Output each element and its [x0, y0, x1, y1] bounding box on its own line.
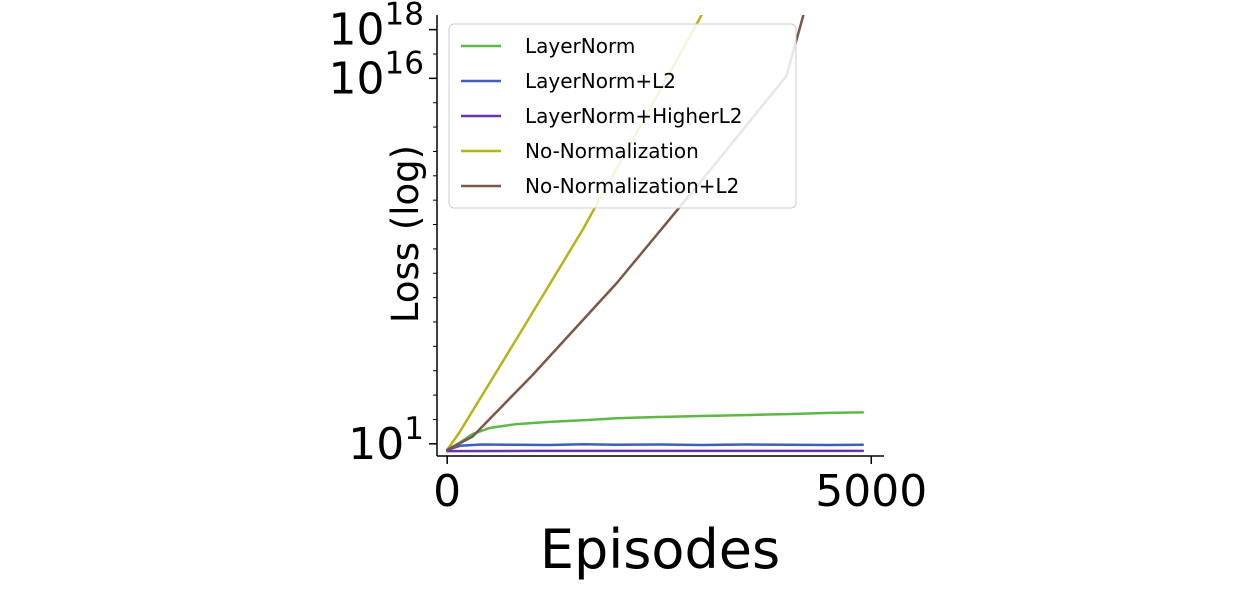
series-line-layernorm-l2	[445, 443, 865, 452]
x-ticks: 0 5000	[433, 456, 927, 517]
legend-label: LayerNorm+L2	[525, 69, 676, 93]
legend-box	[448, 23, 797, 209]
y-tick-label: 101	[348, 411, 424, 470]
legend-label: No-Normalization	[525, 139, 699, 163]
y-tick-label: 1018	[329, 0, 424, 56]
legend-label: No-Normalization+L2	[525, 174, 739, 198]
x-axis-title: Episodes	[540, 518, 780, 581]
y-tick-label: 1016	[329, 45, 424, 104]
x-tick-label: 0	[433, 466, 461, 517]
legend-label: LayerNorm	[525, 34, 635, 58]
y-axis-title: Loss (log)	[384, 145, 427, 323]
legend: LayerNorm LayerNorm+L2 LayerNorm+HigherL2 N…	[448, 23, 797, 209]
x-tick-label: 5000	[815, 466, 927, 517]
legend-label: LayerNorm+HigherL2	[525, 104, 742, 128]
